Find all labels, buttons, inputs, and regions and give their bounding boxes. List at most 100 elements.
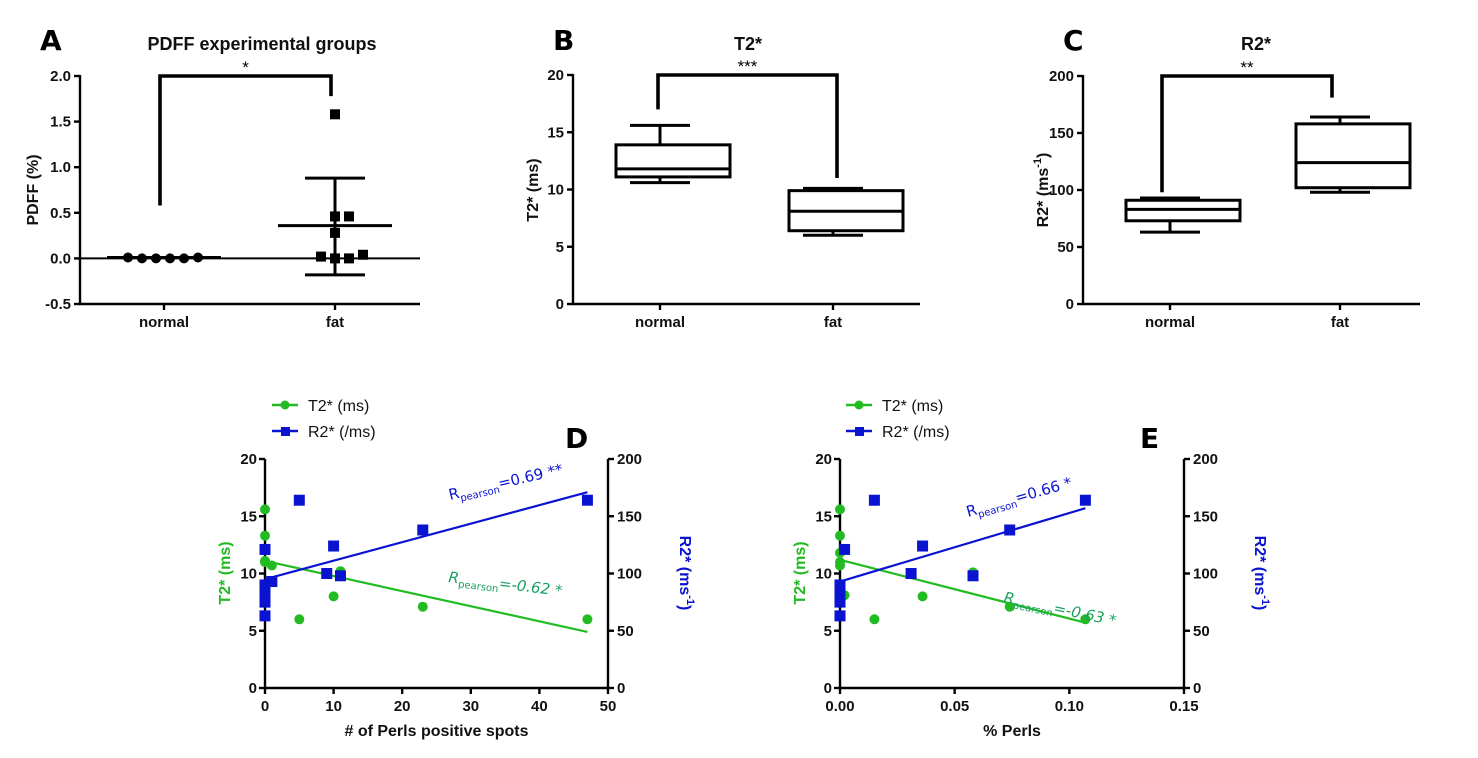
y-axis-label-right-sup: -1 (684, 595, 696, 605)
data-point (321, 568, 333, 579)
panel-label: D (565, 422, 588, 455)
y-tick-label-right: 50 (617, 623, 634, 640)
x-tick-label: fat (1331, 314, 1349, 331)
y-tick-label-left: 5 (249, 623, 257, 640)
data-point (917, 591, 928, 602)
x-tick-label: 10 (325, 698, 342, 715)
y-tick-label-left: 15 (240, 508, 257, 525)
y-tick-label: 0 (1066, 296, 1074, 313)
box-normal (1124, 196, 1242, 234)
data-point (917, 540, 929, 552)
x-axis-label: % Perls (983, 723, 1041, 740)
significance-marker: * (242, 58, 249, 77)
y-axis-label-right-main: R2* (ms (1251, 536, 1268, 596)
data-point (259, 579, 271, 591)
y-tick-label: 150 (1049, 125, 1074, 142)
data-point-fat (330, 211, 340, 222)
y-tick-label-right: 50 (1193, 623, 1210, 640)
pearson-value: =-0.62 * (498, 574, 564, 600)
y-axis-label-right-end: ) (1251, 605, 1268, 610)
data-point (839, 543, 851, 555)
panel-A: A PDFF experimental groups -0.5 0.0 0.5 1.0 1.… (25, 24, 420, 331)
y-axis-label-left: T2* (ms) (217, 541, 234, 604)
data-point (868, 494, 880, 506)
y-axis-label-main: R2* (ms (1035, 168, 1052, 228)
x-tick-label: fat (824, 314, 842, 331)
data-point (834, 579, 846, 591)
data-point-normal (137, 253, 147, 264)
y-axis-label-right-main: R2* (ms (676, 536, 693, 596)
data-point (1079, 494, 1091, 506)
significance-marker: *** (738, 57, 758, 76)
data-point (328, 591, 339, 602)
y-tick-label: 0.5 (50, 205, 71, 222)
significance-bracket (656, 73, 839, 179)
data-point-normal (193, 252, 203, 263)
data-point (1004, 601, 1015, 612)
x-tick-label: 20 (394, 698, 411, 715)
fit-line (264, 491, 588, 581)
y-axis-label-end: ) (1035, 153, 1052, 158)
pearson-subscript: pearson (977, 499, 1019, 521)
pearson-subscript: pearson (458, 579, 499, 595)
chart-title: PDFF experimental groups (147, 34, 376, 54)
data-point (835, 530, 845, 541)
y-axis-label-sup: -1 (1032, 158, 1044, 168)
y-axis-label-right-end: ) (676, 605, 693, 610)
pearson-prefix: R (448, 568, 461, 587)
y-tick-label-left: 0 (824, 680, 832, 697)
y-axis-label-right: R2* (ms-1) (676, 536, 696, 611)
data-point (266, 560, 277, 571)
x-tick-label: 50 (600, 698, 617, 715)
x-tick-label: fat (326, 314, 344, 331)
data-point (1004, 524, 1016, 536)
chart-title: R2* (1241, 34, 1271, 54)
panel-label: A (40, 24, 62, 57)
x-axis-label: # of Perls positive spots (344, 723, 528, 740)
y-tick-label: 100 (1049, 182, 1074, 199)
data-point (967, 570, 979, 582)
legend-marker-t2 (280, 400, 290, 410)
data-point (260, 530, 270, 541)
y-tick-label: 1.5 (50, 114, 71, 131)
legend-marker-t2 (854, 400, 864, 410)
x-tick-label: 0 (261, 698, 269, 715)
x-tick-label: normal (1145, 314, 1195, 331)
series-t2: Rpearson=-0.63 * (835, 504, 1118, 630)
data-point-fat (330, 109, 340, 120)
pearson-value: =0.66 * (1013, 473, 1074, 506)
legend: T2* (ms) R2* (/ms) (272, 398, 376, 441)
y-tick-label: 50 (1057, 239, 1074, 256)
data-point (1080, 614, 1091, 625)
y-tick-label: 10 (547, 182, 564, 199)
y-tick-label: 0.0 (50, 250, 71, 267)
x-tick-label: 40 (531, 698, 548, 715)
legend-label-t2: T2* (ms) (308, 398, 369, 415)
data-point (582, 614, 593, 625)
y-axis-label-right: R2* (ms-1) (1251, 536, 1271, 611)
panel-label: E (1140, 422, 1159, 455)
y-tick-label-right: 200 (617, 451, 642, 468)
box-normal (614, 123, 732, 185)
pearson-annotation: Rpearson=0.69 ** (447, 460, 566, 507)
data-point-normal (123, 252, 133, 263)
y-tick-label-left: 20 (815, 451, 832, 468)
data-point-fat (330, 227, 340, 238)
box-fat (1294, 115, 1412, 194)
x-tick-label: normal (139, 314, 189, 331)
x-tick-label: 0.15 (1169, 698, 1198, 715)
y-tick-label-left: 10 (815, 566, 832, 583)
legend-label-r2: R2* (/ms) (882, 424, 950, 441)
data-point (417, 524, 429, 536)
y-axis-label: PDFF (%) (25, 154, 42, 225)
data-point-fat (344, 211, 354, 222)
y-axis-label-right-sup: -1 (1259, 595, 1271, 605)
data-point (260, 504, 270, 515)
y-axis-label: R2* (ms-1) (1032, 153, 1052, 228)
legend: T2* (ms) R2* (/ms) (846, 398, 950, 441)
y-tick-label: 5 (556, 239, 564, 256)
data-point (259, 543, 271, 555)
y-tick-label-left: 0 (249, 680, 257, 697)
significance-marker: ** (1240, 58, 1254, 77)
